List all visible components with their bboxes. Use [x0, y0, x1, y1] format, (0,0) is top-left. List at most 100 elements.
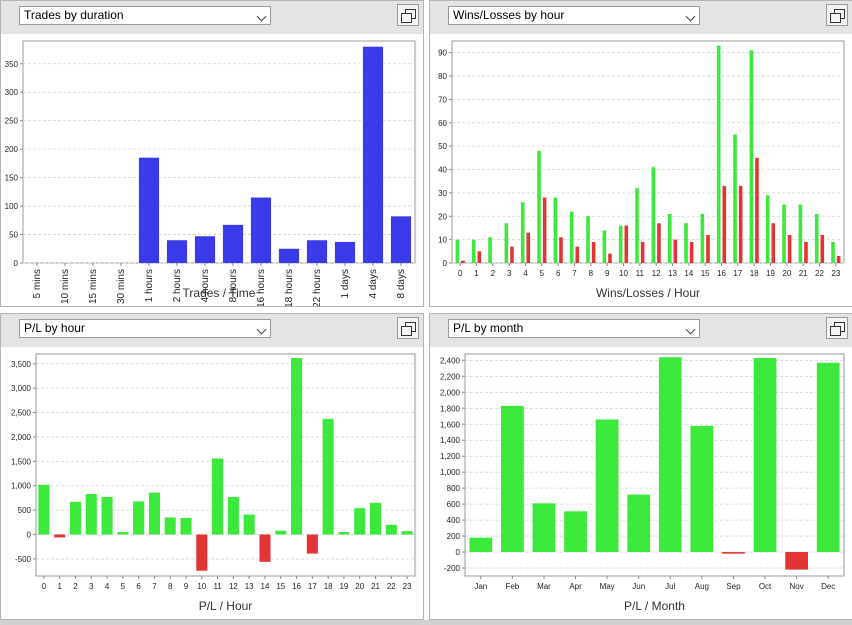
y-tick-label: 500	[18, 506, 32, 515]
chart-type-select[interactable]: P/L by month	[448, 319, 700, 338]
x-tick-label: 10 mins	[60, 269, 71, 304]
bar	[461, 260, 465, 263]
chart-type-select[interactable]: Trades by duration	[19, 6, 271, 25]
bar	[69, 501, 82, 535]
y-tick-label: 0	[456, 548, 461, 557]
x-tick-label: Aug	[695, 582, 709, 591]
bar	[787, 234, 792, 263]
bar	[765, 195, 770, 263]
x-tick-label: Dec	[821, 582, 835, 591]
bar	[595, 419, 619, 553]
x-tick-label: 4 hours	[200, 269, 211, 302]
panel-header: Trades by duration	[1, 1, 423, 34]
x-tick-label: 4	[105, 582, 110, 591]
bar	[591, 241, 596, 263]
x-tick-label: 3	[89, 582, 94, 591]
x-tick-label: 7	[572, 269, 577, 278]
panel-header: Wins/Losses by hour	[430, 1, 852, 34]
y-tick-label: -200	[444, 564, 461, 573]
bar	[627, 494, 651, 553]
x-tick-label: 6	[556, 269, 561, 278]
x-tick-label: 1 hours	[144, 269, 155, 302]
bar	[667, 213, 672, 263]
x-tick-label: 9	[605, 269, 610, 278]
bar	[338, 532, 350, 535]
bar	[716, 45, 721, 264]
y-tick-label: 1,000	[11, 482, 32, 491]
pl-by-month-panel: P/L by month -200 0 200 400 600 800 1,000 1,200…	[429, 313, 852, 620]
x-tick-label: 11	[636, 269, 645, 278]
x-tick-label: Oct	[759, 582, 772, 591]
x-tick-label: 20	[782, 269, 791, 278]
y-tick-label: 400	[447, 516, 461, 525]
chart-type-select[interactable]: Wins/Losses by hour	[448, 6, 700, 25]
y-tick-label: 50	[9, 231, 18, 240]
bar	[782, 204, 786, 263]
bar	[526, 232, 531, 263]
bar	[306, 240, 328, 263]
y-tick-label: 300	[5, 88, 19, 97]
maximize-button[interactable]	[826, 4, 848, 26]
x-tick-label: Feb	[505, 582, 519, 591]
plot-area	[451, 40, 845, 264]
x-tick-label: 3	[507, 269, 512, 278]
x-tick-label: 16 hours	[256, 269, 267, 306]
panel-header: P/L by month	[430, 314, 852, 347]
bar	[117, 532, 129, 535]
bar	[362, 46, 384, 263]
y-tick-label: 50	[438, 142, 447, 151]
bar	[354, 508, 366, 535]
bar	[488, 237, 492, 263]
bar	[469, 537, 493, 553]
y-tick-label: 150	[5, 174, 19, 183]
x-tick-label: 15	[701, 269, 710, 278]
bar	[684, 223, 688, 263]
bar	[820, 234, 825, 263]
bar	[471, 239, 476, 263]
bar	[836, 255, 841, 263]
x-tick-label: 15	[276, 582, 285, 591]
bar	[275, 530, 287, 535]
pl-by-hour-panel: P/L by hour -500 0 500 1,000 1,500 2,000 2,500…	[0, 313, 424, 620]
plot-area	[35, 353, 416, 577]
chart-type-select-value: P/L by hour	[24, 321, 85, 335]
x-tick-label: May	[600, 582, 615, 591]
y-tick-label: 600	[447, 500, 461, 509]
x-tick-label: 14	[261, 582, 270, 591]
bar	[85, 494, 97, 535]
chart-type-select-value: P/L by month	[453, 321, 524, 335]
bar	[477, 251, 482, 263]
y-tick-label: 40	[438, 166, 447, 175]
y-tick-label: 70	[438, 95, 447, 104]
chart-type-select[interactable]: P/L by hour	[19, 319, 271, 338]
x-tick-label: 6	[136, 582, 141, 591]
bar	[306, 534, 318, 554]
y-tick-label: -500	[15, 555, 32, 564]
bar	[243, 514, 255, 535]
bar	[54, 534, 66, 538]
maximize-button[interactable]	[397, 317, 419, 339]
bar	[532, 503, 556, 553]
maximize-button[interactable]	[826, 317, 848, 339]
bar	[755, 157, 759, 263]
bar	[385, 524, 397, 535]
x-tick-label: 9	[184, 582, 189, 591]
x-tick-label: 19	[766, 269, 775, 278]
bar	[700, 213, 705, 263]
x-tick-label: Apr	[569, 582, 582, 591]
x-tick-label: 22 hours	[312, 269, 323, 306]
bar	[133, 501, 145, 535]
bar	[180, 517, 192, 535]
x-tick-label: 8 hours	[228, 269, 239, 302]
chart-type-select-value: Wins/Losses by hour	[453, 8, 565, 22]
bar	[657, 223, 661, 263]
bar	[504, 223, 509, 263]
x-tick-label: Nov	[790, 582, 804, 591]
bar	[194, 236, 216, 263]
bar	[559, 237, 563, 263]
y-tick-label: 80	[438, 72, 447, 81]
bar	[618, 225, 623, 263]
x-tick-label: 18 hours	[284, 269, 295, 306]
maximize-button[interactable]	[397, 4, 419, 26]
